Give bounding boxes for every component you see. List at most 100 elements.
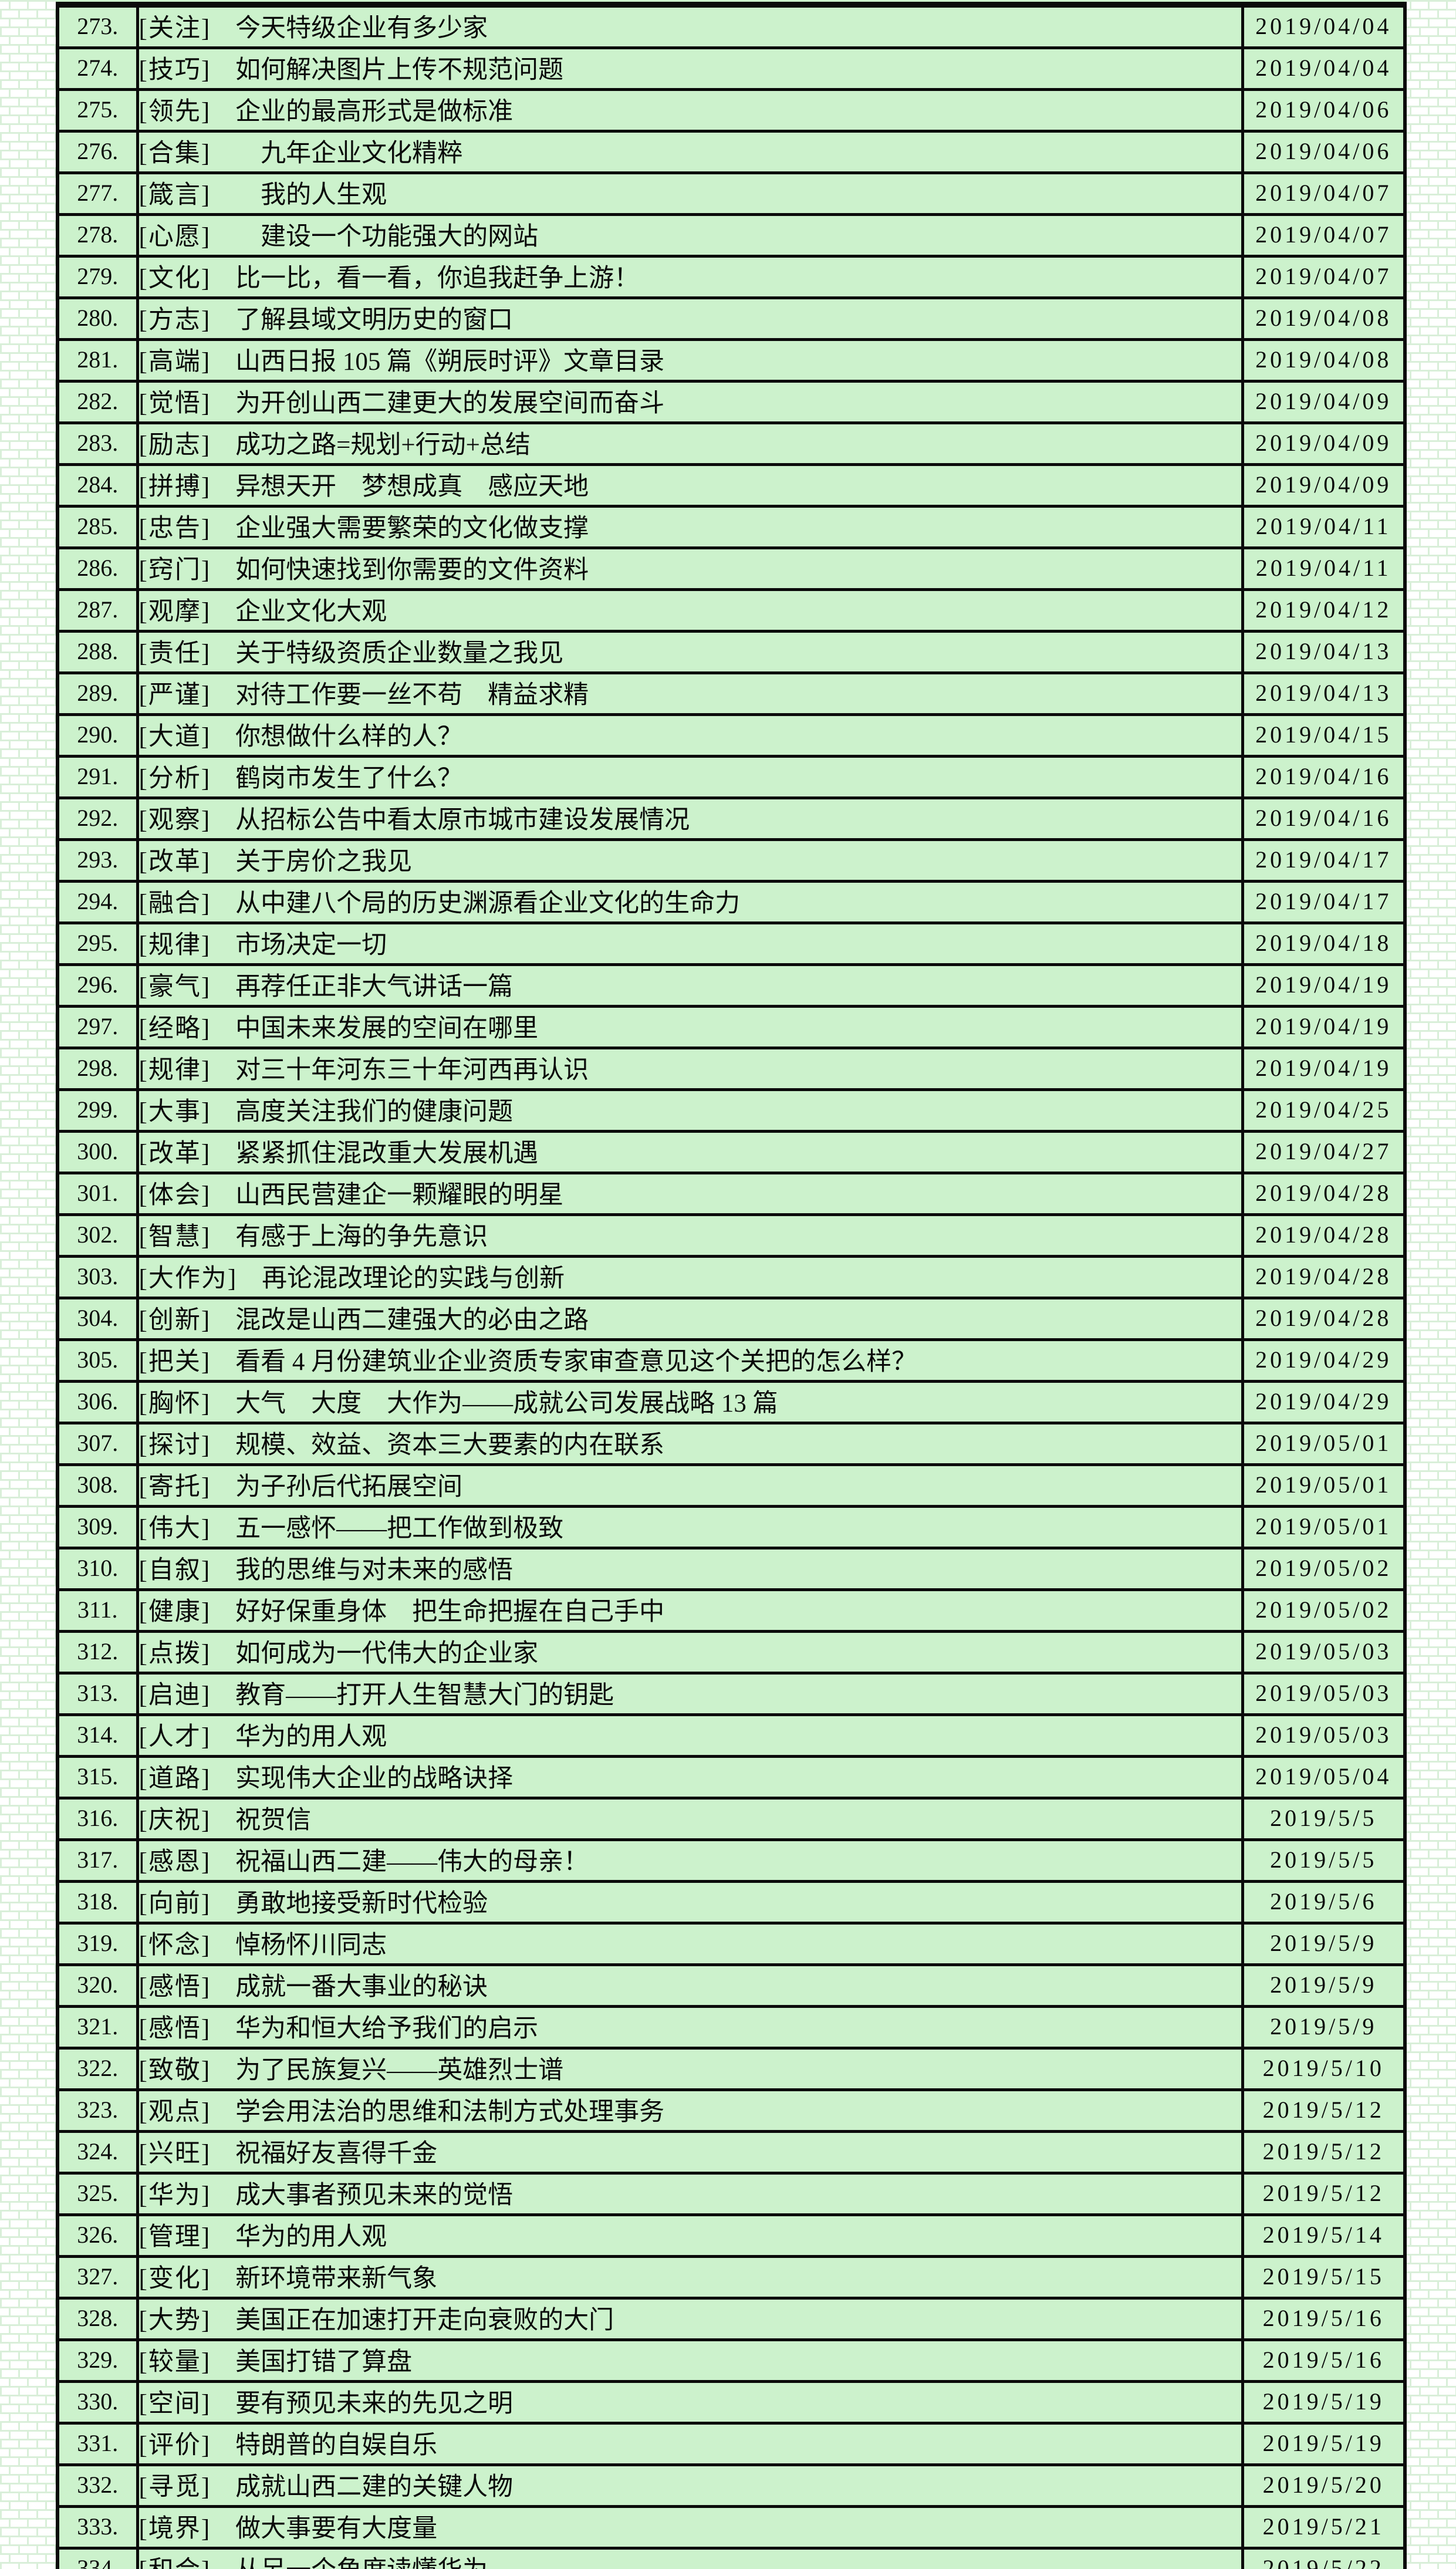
- table-row: 283. [励志] 成功之路=规划+行动+总结 2019/04/09: [56, 421, 1407, 466]
- row-date: 2019/05/01: [1241, 1505, 1407, 1549]
- row-number: 289.: [56, 671, 139, 716]
- row-title-cell: [关注] 今天特级企业有多少家: [136, 3, 1244, 49]
- row-date: 2019/04/11: [1241, 546, 1407, 591]
- row-number: 290.: [56, 713, 139, 758]
- row-date: 2019/04/29: [1241, 1380, 1407, 1424]
- table-row: 273. [关注] 今天特级企业有多少家 2019/04/04: [56, 3, 1407, 49]
- table-row: 334. [和合] 从另一个角度读懂华为 2019/5/22: [56, 2547, 1407, 2569]
- row-title-cell: [大道] 你想做什么样的人？: [136, 713, 1244, 758]
- row-number: 284.: [56, 463, 139, 508]
- row-category-tag: [大作为]: [138, 1265, 238, 1292]
- row-category-tag: [拼搏]: [138, 473, 211, 501]
- row-number: 302.: [56, 1213, 139, 1258]
- table-row: 316. [庆祝] 祝贺信 2019/5/5: [56, 1797, 1407, 1841]
- row-date: 2019/04/28: [1241, 1297, 1407, 1341]
- row-number: 328.: [56, 2297, 139, 2341]
- table-row: 304. [创新] 混改是山西二建强大的必由之路 2019/04/28: [56, 1297, 1407, 1341]
- row-title-cell: [严谨] 对待工作要一丝不苟 精益求精: [136, 671, 1244, 716]
- row-article-title: 如何成为一代伟大的企业家: [235, 1640, 539, 1667]
- row-article-title: 山西民营建企一颗耀眼的明星: [235, 1181, 564, 1209]
- row-number: 312.: [56, 1630, 139, 1675]
- row-date: 2019/5/19: [1241, 2380, 1407, 2425]
- row-title-cell: [经略] 中国未来发展的空间在哪里: [136, 1005, 1244, 1049]
- table-row: 313. [启迪] 教育——打开人生智慧大门的钥匙 2019/05/03: [56, 1672, 1407, 1716]
- table-row: 323. [观点] 学会用法治的思维和法制方式处理事务 2019/5/12: [56, 2088, 1407, 2133]
- table-row: 302. [智慧] 有感于上海的争先意识 2019/04/28: [56, 1213, 1407, 1258]
- row-number: 280.: [56, 296, 139, 341]
- row-title-cell: [感悟] 华为和恒大给予我们的启示: [136, 2005, 1244, 2050]
- row-date: 2019/5/21: [1241, 2505, 1407, 2550]
- row-article-title: 为子孙后代拓展空间: [235, 1473, 463, 1501]
- row-article-title: 混改是山西二建强大的必由之路: [235, 1307, 589, 1334]
- row-number: 294.: [56, 880, 139, 924]
- row-category-tag: [智慧]: [138, 1223, 211, 1251]
- row-number: 299.: [56, 1088, 139, 1133]
- row-number: 309.: [56, 1505, 139, 1549]
- row-date: 2019/5/12: [1241, 2130, 1407, 2175]
- table-row: 328. [大势] 美国正在加速打开走向衰败的大门 2019/5/16: [56, 2297, 1407, 2341]
- row-category-tag: [窍门]: [138, 556, 211, 584]
- row-category-tag: [感恩]: [138, 1848, 211, 1876]
- row-title-cell: [伟大] 五一感怀——把工作做到极致: [136, 1505, 1244, 1549]
- row-date: 2019/5/5: [1241, 1797, 1407, 1841]
- row-category-tag: [胸怀]: [138, 1390, 211, 1417]
- table-row: 287. [观摩] 企业文化大观 2019/04/12: [56, 588, 1407, 633]
- row-number: 300.: [56, 1130, 139, 1174]
- table-row: 279. [文化] 比一比，看一看，你追我赶争上游！ 2019/04/07: [56, 255, 1407, 299]
- row-title-cell: [致敬] 为了民族复兴——英雄烈士谱: [136, 2047, 1244, 2091]
- row-category-tag: [技巧]: [138, 56, 211, 84]
- table-row: 324. [兴旺] 祝福好友喜得千金 2019/5/12: [56, 2130, 1407, 2175]
- row-title-cell: [分析] 鹤岗市发生了什么？: [136, 755, 1244, 799]
- row-category-tag: [华为]: [138, 2182, 211, 2209]
- row-title-cell: [华为] 成大事者预见未来的觉悟: [136, 2172, 1244, 2216]
- row-title-cell: [心愿] 建设一个功能强大的网站: [136, 213, 1244, 258]
- row-date: 2019/05/03: [1241, 1630, 1407, 1675]
- row-date: 2019/5/19: [1241, 2422, 1407, 2466]
- row-article-title: 大气 大度 大作为——成就公司发展战略 13 篇: [235, 1390, 778, 1417]
- row-title-cell: [窍门] 如何快速找到你需要的文件资料: [136, 546, 1244, 591]
- row-title-cell: [空间] 要有预见未来的先见之明: [136, 2380, 1244, 2425]
- row-article-title: 为了民族复兴——英雄烈士谱: [235, 2057, 564, 2084]
- row-category-tag: [分析]: [138, 765, 211, 792]
- row-title-cell: [箴言] 我的人生观: [136, 171, 1244, 216]
- row-number: 314.: [56, 1713, 139, 1758]
- row-title-cell: [观点] 学会用法治的思维和法制方式处理事务: [136, 2088, 1244, 2133]
- row-article-title: 祝福山西二建——伟大的母亲！: [235, 1848, 589, 1876]
- table-row: 303. [大作为] 再论混改理论的实践与创新 2019/04/28: [56, 1255, 1407, 1299]
- table-row: 330. [空间] 要有预见未来的先见之明 2019/5/19: [56, 2380, 1407, 2425]
- row-article-title: 五一感怀——把工作做到极致: [235, 1515, 564, 1542]
- row-title-cell: [忠告] 企业强大需要繁荣的文化做支撑: [136, 505, 1244, 549]
- row-category-tag: [寄托]: [138, 1473, 211, 1501]
- row-number: 301.: [56, 1172, 139, 1216]
- row-title-cell: [较量] 美国打错了算盘: [136, 2338, 1244, 2383]
- table-row: 321. [感悟] 华为和恒大给予我们的启示 2019/5/9: [56, 2005, 1407, 2050]
- row-article-title: 勇敢地接受新时代检验: [235, 1890, 488, 1918]
- row-category-tag: [庆祝]: [138, 1807, 211, 1834]
- row-title-cell: [自叙] 我的思维与对未来的感悟: [136, 1547, 1244, 1591]
- row-category-tag: [管理]: [138, 2223, 211, 2251]
- row-date: 2019/04/16: [1241, 755, 1407, 799]
- row-number: 278.: [56, 213, 139, 258]
- row-number: 287.: [56, 588, 139, 633]
- row-date: 2019/04/28: [1241, 1213, 1407, 1258]
- row-date: 2019/05/02: [1241, 1588, 1407, 1633]
- row-date: 2019/04/06: [1241, 88, 1407, 133]
- row-title-cell: [合集] 九年企业文化精粹: [136, 130, 1244, 174]
- table-row: 276. [合集] 九年企业文化精粹 2019/04/06: [56, 130, 1407, 174]
- table-row: 326. [管理] 华为的用人观 2019/5/14: [56, 2213, 1407, 2258]
- row-number: 334.: [56, 2547, 139, 2569]
- row-category-tag: [感悟]: [138, 1973, 211, 2001]
- row-number: 286.: [56, 546, 139, 591]
- table-row: 315. [道路] 实现伟大企业的战略诀择 2019/05/04: [56, 1755, 1407, 1800]
- row-article-title: 紧紧抓住混改重大发展机遇: [235, 1140, 539, 1167]
- row-category-tag: [经略]: [138, 1015, 211, 1042]
- row-number: 327.: [56, 2255, 139, 2300]
- row-date: 2019/04/19: [1241, 1046, 1407, 1091]
- row-date: 2019/5/16: [1241, 2297, 1407, 2341]
- row-date: 2019/04/19: [1241, 963, 1407, 1008]
- row-category-tag: [文化]: [138, 265, 211, 292]
- row-title-cell: [融合] 从中建八个局的历史渊源看企业文化的生命力: [136, 880, 1244, 924]
- row-number: 297.: [56, 1005, 139, 1049]
- row-title-cell: [道路] 实现伟大企业的战略诀择: [136, 1755, 1244, 1800]
- article-index-table-wrap: 273. [关注] 今天特级企业有多少家 2019/04/04 274. [技巧]…: [56, 2, 1407, 2569]
